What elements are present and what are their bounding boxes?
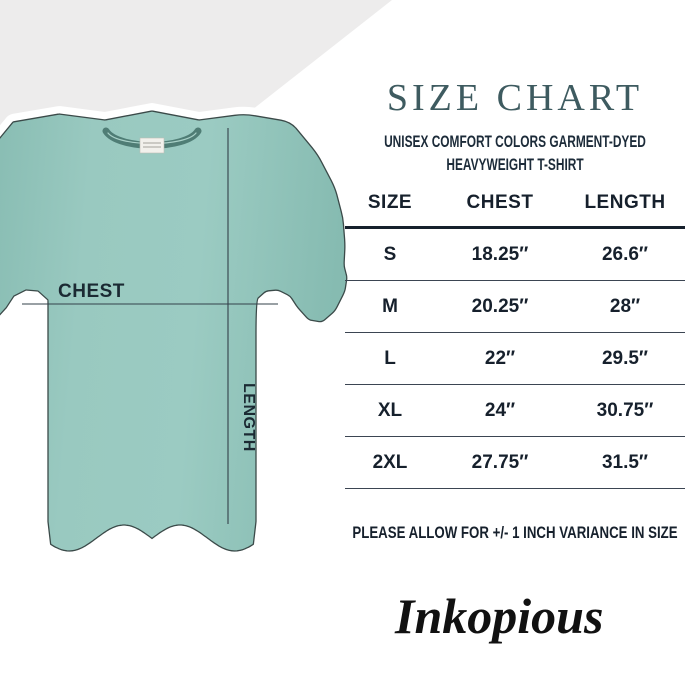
svg-text:Inkopious: Inkopious [394, 588, 603, 644]
svg-text:LENGTH: LENGTH [240, 383, 257, 452]
svg-text:CHEST: CHEST [58, 281, 125, 302]
